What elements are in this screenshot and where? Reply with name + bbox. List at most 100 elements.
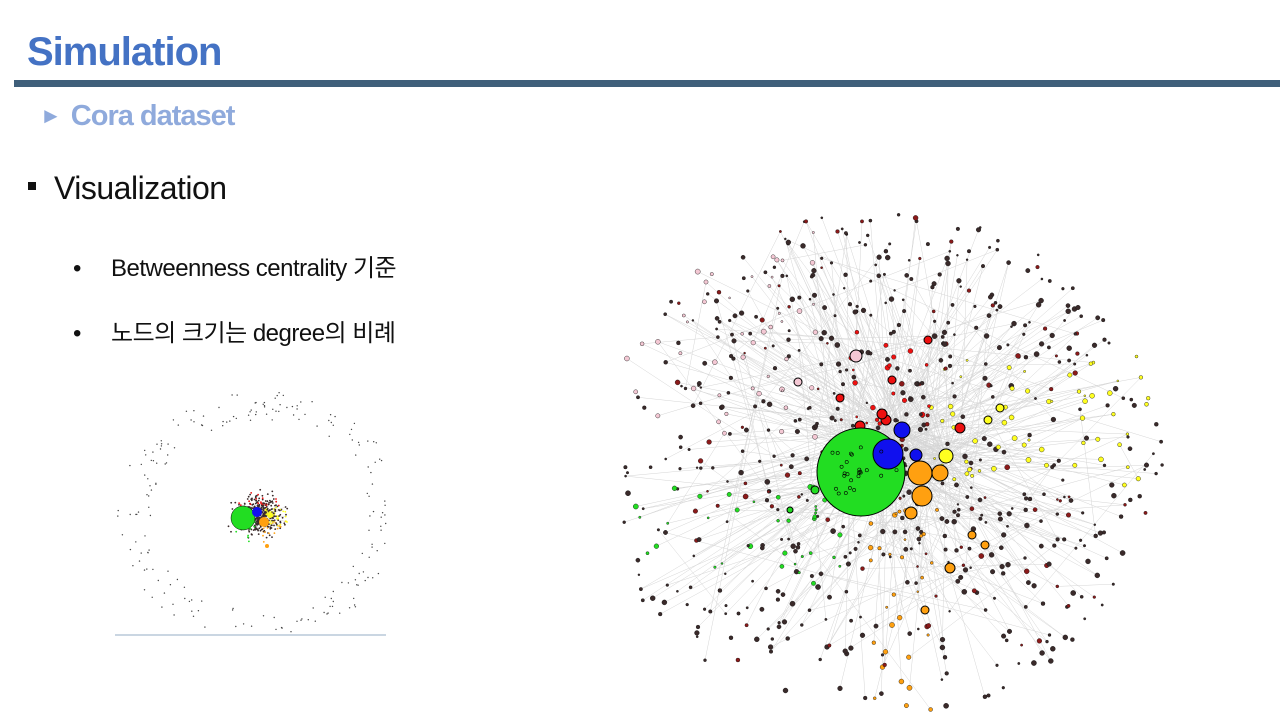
graph-edge — [885, 356, 1020, 425]
graph-node — [840, 382, 845, 387]
graph-node — [850, 423, 855, 428]
graph-node — [1088, 361, 1093, 366]
graph-node — [833, 419, 837, 423]
graph-node — [724, 612, 728, 616]
overview-node — [275, 506, 278, 509]
graph-node — [690, 403, 696, 408]
graph-node — [678, 434, 683, 440]
graph-node — [1100, 603, 1104, 607]
graph-node — [933, 457, 936, 460]
overview-node — [351, 439, 353, 441]
graph-edge — [964, 262, 1009, 457]
overview-node — [275, 504, 277, 506]
graph-edge — [782, 260, 903, 431]
overview-node — [380, 516, 382, 518]
graph-node — [664, 457, 668, 461]
graph-node — [1039, 446, 1045, 453]
graph-node — [827, 594, 832, 600]
graph-edge — [945, 302, 996, 458]
graph-node — [948, 610, 951, 613]
graph-node — [834, 342, 841, 348]
overview-node — [259, 526, 262, 528]
overview-node — [334, 415, 336, 418]
graph-node — [754, 314, 759, 319]
graph-node — [860, 307, 867, 314]
graph-node — [740, 255, 746, 260]
graph-edge — [768, 429, 1010, 632]
graph-node — [967, 249, 972, 254]
graph-node — [939, 637, 946, 643]
overview-node — [265, 503, 268, 505]
graph-edge — [885, 302, 903, 431]
graph-edge — [829, 525, 1028, 646]
graph-node — [1146, 396, 1151, 401]
graph-node — [1109, 482, 1115, 488]
overview-node — [368, 556, 370, 558]
graph-edge — [837, 231, 903, 431]
overview-node — [354, 606, 357, 608]
graph-node — [898, 496, 902, 500]
graph-node — [1076, 389, 1082, 394]
overview-node — [284, 515, 287, 518]
graph-edge — [901, 395, 1085, 431]
graph-edge — [809, 299, 1058, 500]
graph-edge — [726, 308, 778, 522]
graph-node — [815, 584, 821, 590]
graph-node — [952, 394, 957, 399]
overview-node — [358, 572, 360, 575]
graph-edge — [667, 433, 725, 524]
overview-node — [366, 492, 368, 495]
overview-node — [367, 576, 369, 579]
graph-edge — [642, 336, 718, 345]
graph-edge — [716, 300, 768, 482]
graph-node — [717, 588, 723, 593]
overview-node — [249, 419, 252, 421]
graph-node — [920, 575, 924, 580]
overview-node — [247, 495, 250, 498]
graph-edge — [802, 466, 1128, 557]
graph-edge — [889, 531, 906, 555]
graph-node — [873, 623, 879, 629]
overview-node — [265, 506, 268, 508]
graph-node — [697, 384, 701, 387]
graph-node — [744, 427, 749, 433]
graph-edge — [887, 388, 1013, 453]
graph-node — [728, 318, 732, 323]
graph-node — [624, 474, 627, 478]
graph-node — [835, 451, 840, 455]
graph-node — [1045, 639, 1049, 644]
graph-node — [993, 301, 998, 305]
graph-edge — [887, 451, 1139, 479]
slide-subtitle: ► Cora dataset — [40, 100, 235, 133]
overview-node — [373, 441, 375, 443]
graph-edge — [908, 545, 1055, 658]
overview-node — [258, 497, 261, 500]
graph-node — [738, 310, 745, 316]
graph-edge — [863, 310, 947, 458]
graph-node — [894, 512, 898, 516]
graph-node — [931, 309, 936, 314]
graph-node — [832, 293, 835, 296]
sub-bullet-betweenness-text: Betweenness centrality 기준 — [111, 255, 397, 282]
graph-edge — [665, 532, 1050, 636]
overview-hub-node — [230, 505, 256, 531]
overview-node — [269, 509, 271, 512]
graph-node — [983, 362, 988, 366]
graph-node — [1125, 465, 1130, 470]
dot-bullet-icon: • — [73, 255, 81, 282]
graph-hub-node — [810, 485, 820, 495]
graph-node — [708, 609, 713, 614]
overview-node — [121, 534, 124, 536]
graph-edge — [875, 264, 903, 431]
overview-node — [371, 546, 373, 548]
graph-edge — [885, 423, 1122, 517]
overview-node — [197, 610, 200, 612]
overview-hub-node — [259, 517, 269, 527]
overview-node — [384, 500, 386, 502]
graph-node — [987, 294, 993, 300]
graph-node — [724, 572, 727, 575]
overview-node — [381, 512, 384, 514]
graph-node — [746, 289, 750, 293]
overview-node — [296, 620, 298, 622]
graph-node — [950, 303, 955, 307]
